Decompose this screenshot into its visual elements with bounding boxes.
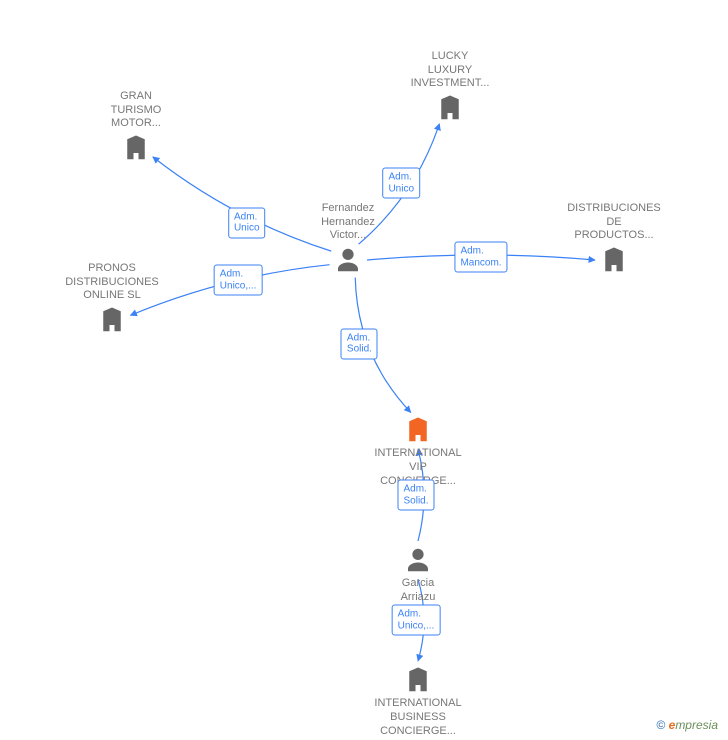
building-icon bbox=[97, 305, 127, 335]
edge-label-fernandez-distribuciones: Adm. Mancom. bbox=[454, 242, 507, 273]
node-distribuciones: DISTRIBUCIONES DE PRODUCTOS... bbox=[554, 202, 674, 275]
edge-label-fernandez-gran: Adm. Unico bbox=[228, 207, 266, 238]
node-intl_biz: INTERNATIONAL BUSINESS CONCIERGE... bbox=[358, 665, 478, 738]
edge-label-garcia-intl_vip: Adm. Solid. bbox=[397, 480, 434, 511]
node-pronos: PRONOS DISTRIBUCIONES ONLINE SL bbox=[52, 262, 172, 335]
building-icon bbox=[435, 93, 465, 123]
building-icon bbox=[403, 665, 433, 695]
building-icon bbox=[599, 245, 629, 275]
node-lucky: LUCKY LUXURY INVESTMENT... bbox=[390, 50, 510, 123]
person-icon bbox=[333, 245, 363, 275]
brand-logo: empresia bbox=[669, 718, 718, 732]
node-label: Fernandez Hernandez Victor... bbox=[288, 202, 408, 243]
edge-label-garcia-intl_biz: Adm. Unico,... bbox=[392, 605, 441, 636]
node-label: DISTRIBUCIONES DE PRODUCTOS... bbox=[554, 202, 674, 243]
node-intl_vip: INTERNATIONAL VIP CONCIERGE... bbox=[358, 415, 478, 488]
edge-label-fernandez-pronos: Adm. Unico,... bbox=[214, 265, 263, 296]
building-icon bbox=[121, 133, 151, 163]
person-icon bbox=[403, 545, 433, 575]
node-label: GRAN TURISMO MOTOR... bbox=[76, 90, 196, 131]
copyright-symbol: © bbox=[656, 718, 665, 732]
edge-label-fernandez-intl_vip: Adm. Solid. bbox=[341, 328, 378, 359]
node-label: LUCKY LUXURY INVESTMENT... bbox=[390, 50, 510, 91]
footer-attribution: © empresia bbox=[656, 718, 718, 732]
node-label: PRONOS DISTRIBUCIONES ONLINE SL bbox=[52, 262, 172, 303]
node-fernandez: Fernandez Hernandez Victor... bbox=[288, 202, 408, 275]
building-icon bbox=[403, 415, 433, 445]
node-gran: GRAN TURISMO MOTOR... bbox=[76, 90, 196, 163]
diagram-canvas: Fernandez Hernandez Victor... LUCKY LUXUR… bbox=[0, 0, 728, 740]
node-label: INTERNATIONAL BUSINESS CONCIERGE... bbox=[358, 697, 478, 738]
edge-label-fernandez-lucky: Adm. Unico bbox=[382, 168, 420, 199]
